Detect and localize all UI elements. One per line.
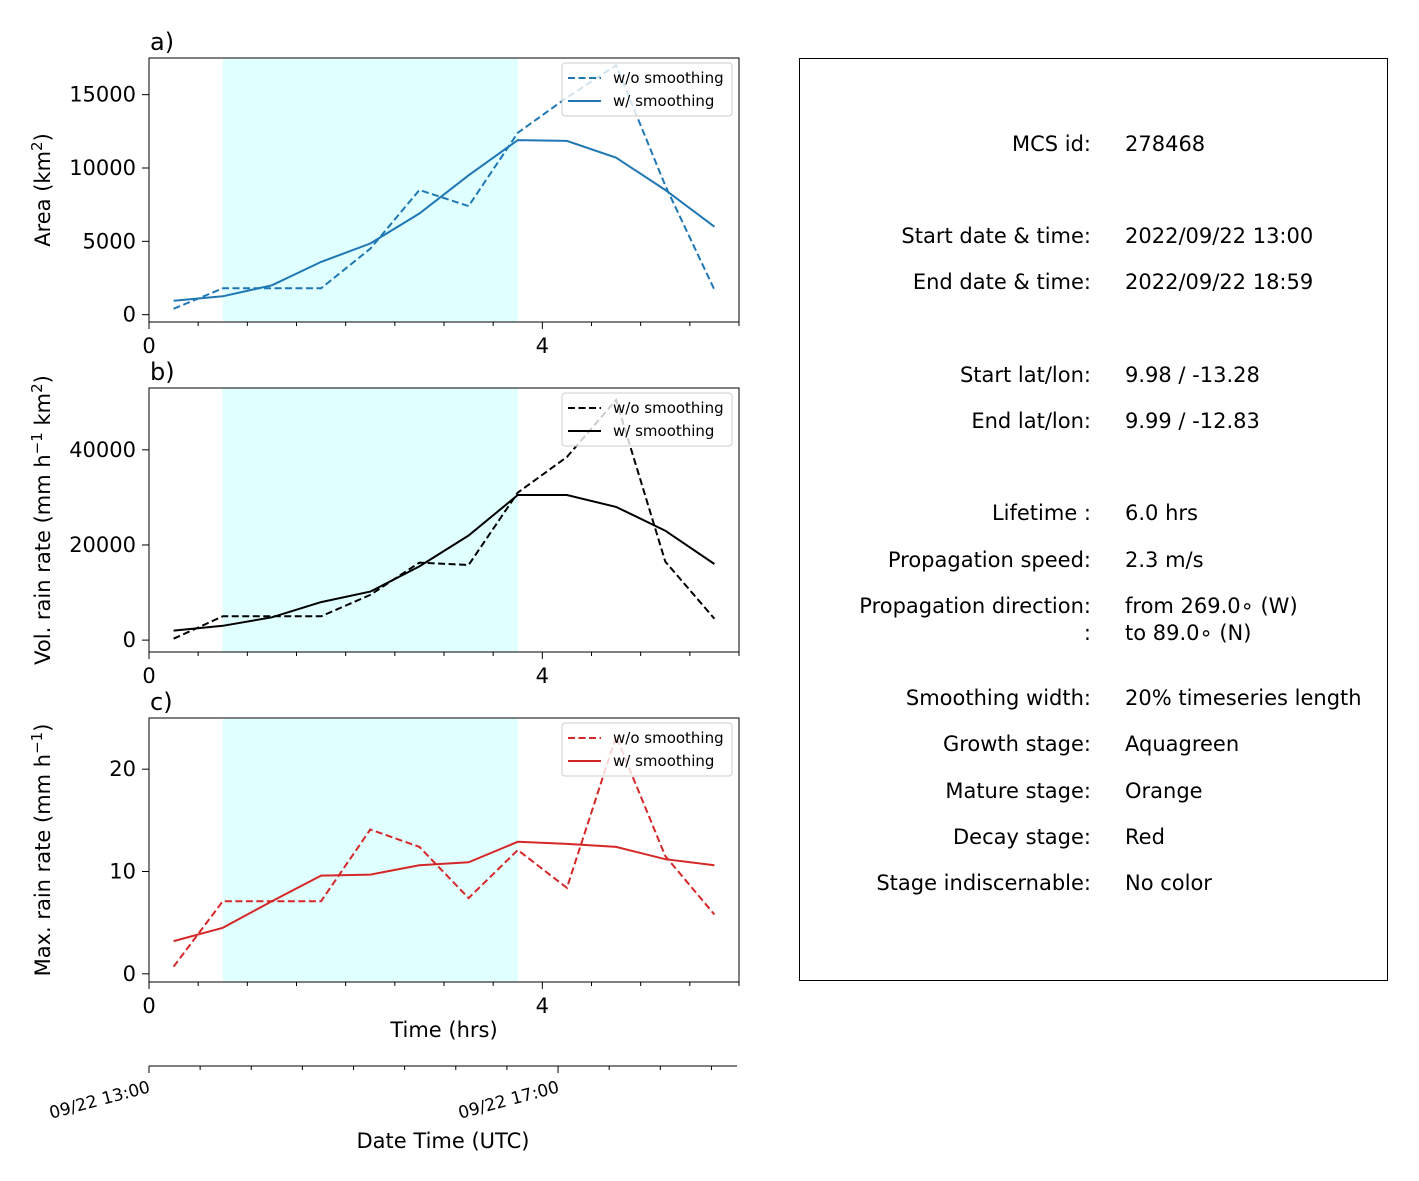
y-axis-label: Max. rain rate (mm h−1) <box>28 724 55 977</box>
info-label: Mature stage: <box>945 779 1091 803</box>
info-row: Stage indiscernable: No color <box>800 871 1387 901</box>
info-label: MCS id: <box>1011 132 1091 156</box>
info-row: Propagation speed: 2.3 m/s <box>800 548 1387 578</box>
info-value: 2.3 m/s <box>1125 548 1204 572</box>
info-label: Smoothing width: <box>905 686 1091 710</box>
y-tick-label: 10 <box>109 859 136 883</box>
legend-label: w/ smoothing <box>613 92 714 110</box>
y-tick-label: 0 <box>123 303 136 327</box>
series-line-smoothed <box>173 494 715 632</box>
panel-label: c) <box>150 688 173 716</box>
info-panel: MCS id: 278468 Start date & time: 2022/09/2… <box>799 58 1388 981</box>
x-tick-label: 0 <box>142 664 155 688</box>
y-axis-label: Area (km2) <box>28 133 55 247</box>
info-value: 9.99 / -12.83 <box>1125 409 1260 433</box>
info-label: Growth stage: <box>942 732 1091 756</box>
info-row: Propagation direction: from 269.0∘ (W) <box>800 594 1387 624</box>
growth-stage-shade <box>222 58 518 322</box>
legend: w/o smoothing w/ smoothing <box>561 392 733 447</box>
info-label: Lifetime : <box>991 501 1091 525</box>
series-line-smoothed <box>173 840 715 943</box>
info-label: End date & time: <box>912 270 1091 294</box>
x-tick-label: 0 <box>142 994 155 1018</box>
y-tick-label: 0 <box>123 628 136 652</box>
series-line-unsmoothed <box>173 397 716 640</box>
x-tick-label: 0 <box>142 334 155 358</box>
x-tick-label: 4 <box>536 334 549 358</box>
info-value: 20% timeseries length <box>1125 686 1362 710</box>
series-line-smoothed <box>173 139 715 302</box>
info-label: Propagation direction: <box>859 594 1091 618</box>
info-label: Start date & time: <box>901 224 1091 248</box>
y-tick-label: 40000 <box>69 438 136 462</box>
date-tick-label: 09/22 13:00 <box>47 1078 152 1124</box>
info-label: Stage indiscernable: <box>876 871 1091 895</box>
info-value: Orange <box>1125 779 1203 803</box>
legend-label: w/o smoothing <box>613 399 724 417</box>
info-label: Propagation speed: <box>887 548 1091 572</box>
info-row: Growth stage: Aquagreen <box>800 732 1387 762</box>
growth-stage-shade <box>222 388 518 652</box>
info-row: MCS id: 278468 <box>800 132 1387 162</box>
y-tick-label: 10000 <box>69 156 136 180</box>
y-tick-label: 0 <box>123 962 136 986</box>
info-row: Start date & time: 2022/09/22 13:00 <box>800 224 1387 254</box>
y-axis-label: Vol. rain rate (mm h−1 km2) <box>28 375 55 665</box>
info-value: to 89.0∘ (N) <box>1125 621 1252 645</box>
growth-stage-shade <box>222 718 518 982</box>
info-value: from 269.0∘ (W) <box>1125 594 1298 618</box>
legend-box <box>561 722 733 777</box>
info-value: 2022/09/22 13:00 <box>1125 224 1314 248</box>
y-tick-label: 20 <box>109 757 136 781</box>
legend-box <box>561 62 733 117</box>
legend-label: w/o smoothing <box>613 729 724 747</box>
legend-label: w/ smoothing <box>613 752 714 770</box>
info-value: 6.0 hrs <box>1125 501 1198 525</box>
legend-label: w/ smoothing <box>613 422 714 440</box>
x-axis-label: Time (hrs) <box>389 1018 497 1042</box>
info-row: End lat/lon: 9.99 / -12.83 <box>800 409 1387 439</box>
legend: w/o smoothing w/ smoothing <box>561 722 733 777</box>
info-label: Start lat/lon: <box>959 363 1091 387</box>
info-label: End lat/lon: <box>971 409 1091 433</box>
legend: w/o smoothing w/ smoothing <box>561 62 733 117</box>
panel-label: a) <box>150 28 174 56</box>
info-row: Mature stage: Orange <box>800 779 1387 809</box>
info-row: Smoothing width: 20% timeseries length <box>800 686 1387 716</box>
x-tick-label: 4 <box>536 994 549 1018</box>
info-value: 2022/09/22 18:59 <box>1125 270 1314 294</box>
info-row: End date & time: 2022/09/22 18:59 <box>800 270 1387 300</box>
info-value: Aquagreen <box>1125 732 1240 756</box>
info-value: 9.98 / -13.28 <box>1125 363 1260 387</box>
info-label: : <box>1083 621 1091 645</box>
info-row: Decay stage: Red <box>800 825 1387 855</box>
y-tick-label: 15000 <box>69 83 136 107</box>
y-tick-label: 20000 <box>69 533 136 557</box>
legend-box <box>561 392 733 447</box>
info-row: Lifetime : 6.0 hrs <box>800 501 1387 531</box>
panel-label: b) <box>150 358 175 386</box>
date-axis: 09/22 13:00 09/22 17:00 Date Time (UTC) <box>47 1065 737 1153</box>
info-label: Decay stage: <box>953 825 1091 849</box>
info-value: 278468 <box>1125 132 1206 156</box>
info-row: Start lat/lon: 9.98 / -13.28 <box>800 363 1387 393</box>
info-row: : to 89.0∘ (N) <box>800 621 1387 651</box>
info-value: No color <box>1125 871 1212 895</box>
date-axis-label: Date Time (UTC) <box>357 1129 530 1153</box>
legend-label: w/o smoothing <box>613 69 724 87</box>
panel-1: 0 5000 10000 15000 0 4 a) Area (km2) w/o smoothi… <box>28 28 740 358</box>
y-tick-label: 5000 <box>83 229 136 253</box>
panel-2: 0 20000 40000 0 4 b) Vol. rain rate (mm h−1 km… <box>28 358 740 688</box>
date-tick-label: 09/22 17:00 <box>456 1078 561 1124</box>
x-tick-label: 4 <box>536 664 549 688</box>
info-value: Red <box>1125 825 1165 849</box>
panel-3: 0 10 20 0 4 c) Max. rain rate (mm h−1) w/o smoo… <box>28 688 740 1018</box>
